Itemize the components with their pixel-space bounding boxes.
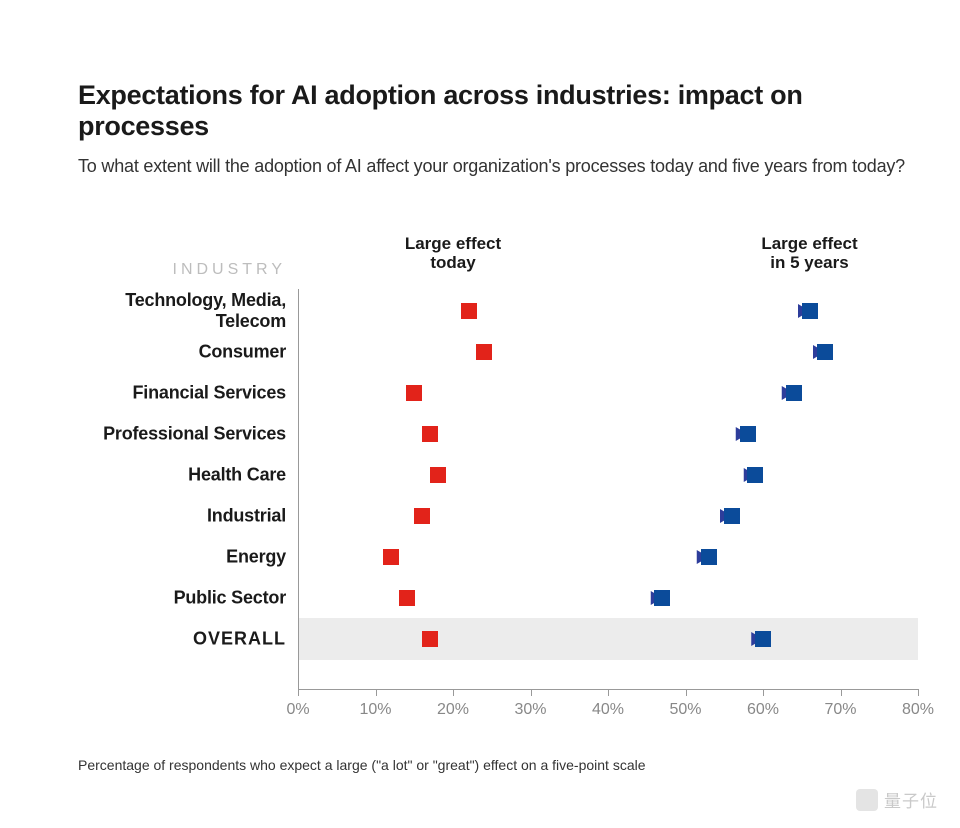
- marker-today: [383, 549, 399, 565]
- marker-today: [406, 385, 422, 401]
- x-tick: [918, 689, 919, 696]
- x-tick: [453, 689, 454, 696]
- row-label-overall: OVERALL: [78, 629, 298, 650]
- row-label: Public Sector: [78, 588, 298, 609]
- range-arrow: [496, 342, 827, 362]
- x-tick: [841, 689, 842, 696]
- row-label: Financial Services: [78, 383, 298, 404]
- marker-today: [399, 590, 415, 606]
- row-label: Industrial: [78, 506, 298, 527]
- x-tick-label: 70%: [824, 701, 856, 719]
- marker-today: [422, 426, 438, 442]
- wechat-icon: [856, 789, 878, 811]
- legend-today: Large effecttoday: [398, 235, 508, 272]
- marker-future: [724, 508, 740, 524]
- range-arrow: [450, 465, 758, 485]
- range-arrow: [403, 547, 711, 567]
- range-arrow: [434, 506, 734, 526]
- marker-future: [654, 590, 670, 606]
- range-arrow: [442, 424, 750, 444]
- x-tick-label: 80%: [902, 701, 934, 719]
- marker-future: [802, 303, 818, 319]
- range-arrow: [419, 588, 665, 608]
- range-arrow: [481, 301, 812, 321]
- marker-today: [430, 467, 446, 483]
- marker-today: [461, 303, 477, 319]
- x-tick-label: 30%: [514, 701, 546, 719]
- marker-today: [476, 344, 492, 360]
- row-label: Energy: [78, 547, 298, 568]
- industry-header: INDUSTRY: [78, 261, 286, 279]
- marker-future: [747, 467, 763, 483]
- x-tick-label: 20%: [437, 701, 469, 719]
- marker-future: [786, 385, 802, 401]
- chart-page: Expectations for AI adoption across indu…: [0, 0, 960, 793]
- x-tick-label: 0%: [286, 701, 309, 719]
- x-tick: [608, 689, 609, 696]
- x-tick: [376, 689, 377, 696]
- chart-footnote: Percentage of respondents who expect a l…: [78, 757, 920, 773]
- x-tick: [531, 689, 532, 696]
- marker-future: [755, 631, 771, 647]
- x-tick: [686, 689, 687, 696]
- range-arrow: [442, 629, 765, 649]
- range-arrow: [426, 383, 796, 403]
- source-watermark: 量子位: [856, 787, 938, 812]
- range-chart: INDUSTRY Large effecttoday Large effecti…: [78, 229, 918, 739]
- row-label: Technology, Media, Telecom: [78, 290, 298, 332]
- x-tick-label: 40%: [592, 701, 624, 719]
- x-tick-label: 50%: [669, 701, 701, 719]
- marker-future: [740, 426, 756, 442]
- row-label: Health Care: [78, 465, 298, 486]
- watermark-text: 量子位: [884, 787, 938, 812]
- row-label: Professional Services: [78, 424, 298, 445]
- marker-today: [414, 508, 430, 524]
- marker-future: [817, 344, 833, 360]
- chart-title: Expectations for AI adoption across indu…: [78, 80, 920, 142]
- x-tick: [763, 689, 764, 696]
- x-tick: [298, 689, 299, 696]
- marker-future: [701, 549, 717, 565]
- x-tick-label: 10%: [359, 701, 391, 719]
- row-label: Consumer: [78, 342, 298, 363]
- legend-future: Large effectin 5 years: [755, 235, 865, 272]
- chart-subtitle: To what extent will the adoption of AI a…: [78, 156, 920, 177]
- marker-today: [422, 631, 438, 647]
- x-tick-label: 60%: [747, 701, 779, 719]
